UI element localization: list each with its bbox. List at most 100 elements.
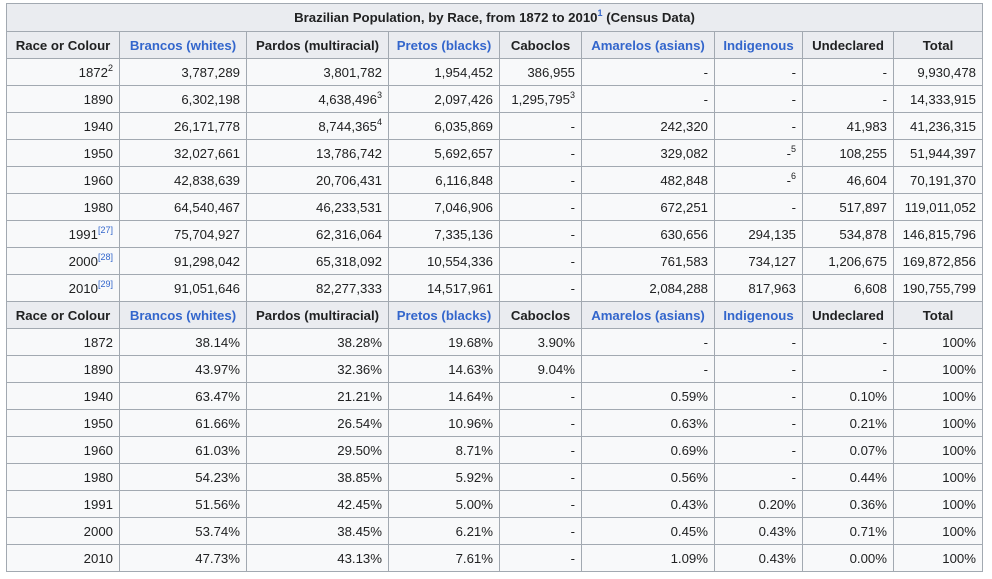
year-label: 1890 xyxy=(83,91,113,107)
reference-link[interactable]: [28] xyxy=(97,251,113,262)
table-row: 1872 38.14% 38.28% 19.68% 3.90% - - - 100% xyxy=(6,328,983,356)
population-cell: 294,135 xyxy=(714,220,803,248)
cell-value: - xyxy=(570,199,575,215)
cell-value: - xyxy=(570,469,575,485)
cell-value: 7.61% xyxy=(455,550,493,566)
column-header-link[interactable]: Pretos (blacks) xyxy=(396,37,492,53)
percent-cell: 5.00% xyxy=(388,490,500,518)
cell-value: - xyxy=(791,415,796,431)
cell-value: - xyxy=(791,64,796,80)
population-cell: 4,638,4963 xyxy=(246,85,389,113)
cell-value: 1,954,452 xyxy=(434,64,493,80)
cell-value: 64,540,467 xyxy=(173,199,240,215)
population-cell: 75,704,927 xyxy=(119,220,247,248)
cell-value: 38.85% xyxy=(337,469,382,485)
percent-cell: - xyxy=(499,409,582,437)
year-cell: 1991 xyxy=(6,490,120,518)
population-cell: - xyxy=(714,193,803,221)
population-cell: 190,755,799 xyxy=(893,274,983,302)
percent-cell: 19.68% xyxy=(388,328,500,356)
population-cell: 517,897 xyxy=(802,193,894,221)
percent-cell: 6.21% xyxy=(388,517,500,545)
column-header-link[interactable]: Amarelos (asians) xyxy=(591,307,705,323)
cell-value: 3,787,289 xyxy=(181,64,240,80)
population-cell: 32,027,661 xyxy=(119,139,247,167)
column-header-link[interactable]: Indigenous xyxy=(723,37,794,53)
cell-value: 0.63% xyxy=(670,415,708,431)
cell-value: 14.63% xyxy=(448,361,493,377)
cell-value: 672,251 xyxy=(660,199,708,215)
cell-value: 6,608 xyxy=(853,280,887,296)
cell-value: 10.96% xyxy=(448,415,493,431)
table-row: 2000 53.74% 38.45% 6.21% - 0.45% 0.43% 0.71% 100… xyxy=(6,517,983,545)
title-footnote-link[interactable]: 1 xyxy=(597,8,603,18)
cell-value: 6,035,869 xyxy=(434,118,493,134)
column-header: Caboclos xyxy=(499,31,582,59)
year-cell: 2000[28] xyxy=(6,247,120,275)
population-cell: 14,333,915 xyxy=(893,85,983,113)
cell-value: - xyxy=(570,523,575,539)
population-table-container: Brazilian Population, by Race, from 1872… xyxy=(6,3,983,572)
percent-cell: 3.90% xyxy=(499,328,582,356)
cell-value: 7,335,136 xyxy=(434,226,493,242)
column-header: Race or Colour xyxy=(6,301,120,329)
cell-value: - xyxy=(791,118,796,134)
cell-value: 534,878 xyxy=(839,226,887,242)
reference-link[interactable]: [29] xyxy=(97,278,113,289)
cell-value: - xyxy=(703,91,708,107)
cell-value: 8,744,365 xyxy=(318,118,377,134)
column-header: Amarelos (asians) xyxy=(581,301,715,329)
cell-value: 61.03% xyxy=(195,442,240,458)
percent-cell: 26.54% xyxy=(246,409,389,437)
column-header-link[interactable]: Pretos (blacks) xyxy=(396,307,492,323)
reference-link[interactable]: [27] xyxy=(97,224,113,235)
year-label: 1872 xyxy=(83,334,113,350)
population-cell: 761,583 xyxy=(581,247,715,275)
column-header-label: Pardos (multiracial) xyxy=(255,37,380,53)
cell-value: 29.50% xyxy=(337,442,382,458)
cell-value: 5,692,657 xyxy=(434,145,493,161)
year-label: 2000 xyxy=(68,253,98,269)
column-header-link[interactable]: Amarelos (asians) xyxy=(591,37,705,53)
cell-value: 100% xyxy=(942,469,976,485)
cell-value: 42.45% xyxy=(337,496,382,512)
column-header: Caboclos xyxy=(499,301,582,329)
population-cell: 119,011,052 xyxy=(893,193,983,221)
year-cell: 1872 xyxy=(6,328,120,356)
column-header-link[interactable]: Indigenous xyxy=(723,307,794,323)
cell-value: 100% xyxy=(942,415,976,431)
population-cell: 3,801,782 xyxy=(246,58,389,86)
percent-cell: - xyxy=(499,544,582,572)
year-label: 1890 xyxy=(83,361,113,377)
cell-value: - xyxy=(791,199,796,215)
column-header: Pardos (multiracial) xyxy=(246,31,389,59)
cell-value: 7,046,906 xyxy=(434,199,493,215)
column-header-link[interactable]: Brancos (whites) xyxy=(129,37,237,53)
percent-cell: 100% xyxy=(893,463,983,491)
cell-value: 6,116,848 xyxy=(435,172,493,188)
cell-value: - xyxy=(570,496,575,512)
population-cell: 2,097,426 xyxy=(388,85,500,113)
population-cell: 41,983 xyxy=(802,112,894,140)
population-cell: 42,838,639 xyxy=(119,166,247,194)
cell-value: 100% xyxy=(942,334,976,350)
year-cell: 1980 xyxy=(6,193,120,221)
cell-value: - xyxy=(570,442,575,458)
population-cell: -6 xyxy=(714,166,803,194)
table-title-suffix: (Census Data) xyxy=(606,10,695,25)
cell-value: 61.66% xyxy=(195,415,240,431)
population-cell: - xyxy=(499,274,582,302)
population-cell: 7,335,136 xyxy=(388,220,500,248)
cell-value: 100% xyxy=(942,361,976,377)
percent-cell: 1.09% xyxy=(581,544,715,572)
column-header-link[interactable]: Brancos (whites) xyxy=(129,307,237,323)
cell-value: 517,897 xyxy=(839,199,887,215)
population-cell: 6,608 xyxy=(802,274,894,302)
percent-cell: - xyxy=(714,328,803,356)
population-cell: 108,255 xyxy=(802,139,894,167)
cell-value: 482,848 xyxy=(660,172,708,188)
cell-value: 4,638,496 xyxy=(318,91,377,107)
cell-value: 21.21% xyxy=(337,388,382,404)
year-label: 1980 xyxy=(83,199,113,215)
cell-value: - xyxy=(570,145,575,161)
